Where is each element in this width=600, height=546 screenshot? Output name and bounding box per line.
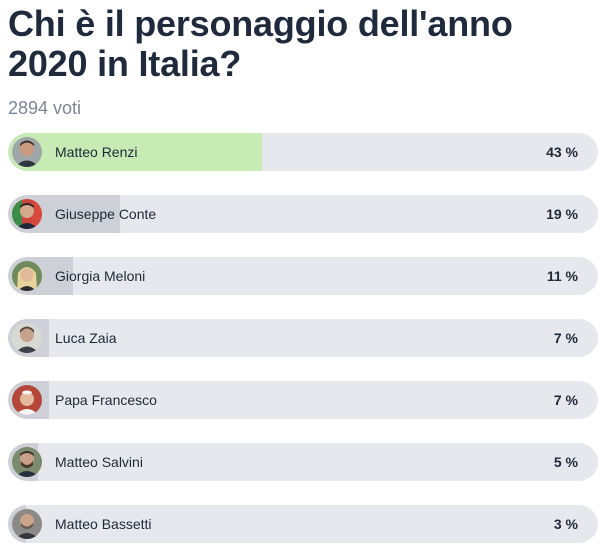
option-name: Matteo Bassetti <box>55 516 152 532</box>
option-percent: 11 % <box>546 268 578 284</box>
option-percent: 43 % <box>546 144 578 160</box>
option-name: Papa Francesco <box>55 392 157 408</box>
option-percent: 3 % <box>553 516 578 532</box>
avatar-luca-zaia-icon <box>12 323 42 353</box>
avatar-papa-francesco-icon <box>12 385 42 415</box>
avatar-giuseppe-conte-icon <box>12 199 42 229</box>
option-name: Matteo Salvini <box>55 454 143 470</box>
poll-option[interactable]: Matteo Salvini 5 % <box>8 443 598 481</box>
avatar-matteo-bassetti-icon <box>12 509 42 539</box>
poll-option[interactable]: Giuseppe Conte 19 % <box>8 195 598 233</box>
option-name: Luca Zaia <box>55 330 117 346</box>
poll-option[interactable]: Luca Zaia 7 % <box>8 319 598 357</box>
avatar-matteo-renzi-icon <box>12 137 42 167</box>
option-name: Giuseppe Conte <box>55 206 157 222</box>
avatar-matteo-salvini-icon <box>12 447 42 477</box>
poll-title: Chi è il personaggio dell'anno 2020 in I… <box>8 3 513 84</box>
vote-count: 2894 voti <box>8 98 82 118</box>
result-bar <box>8 133 262 171</box>
option-percent: 7 % <box>553 392 578 408</box>
option-percent: 19 % <box>546 206 578 222</box>
option-percent: 7 % <box>553 330 578 346</box>
option-name: Matteo Renzi <box>55 144 138 160</box>
poll-option[interactable]: Matteo Bassetti 3 % <box>8 505 598 543</box>
poll-options: Matteo Renzi 43 % Giuseppe Conte 19 % <box>8 133 598 543</box>
poll-header: Chi è il personaggio dell'anno 2020 in I… <box>0 0 600 119</box>
poll-option[interactable]: Giorgia Meloni 11 % <box>8 257 598 295</box>
option-percent: 5 % <box>553 454 578 470</box>
poll-option[interactable]: Papa Francesco 7 % <box>8 381 598 419</box>
option-name: Giorgia Meloni <box>55 268 146 284</box>
avatar-giorgia-meloni-icon <box>12 261 42 291</box>
poll-option[interactable]: Matteo Renzi 43 % <box>8 133 598 171</box>
